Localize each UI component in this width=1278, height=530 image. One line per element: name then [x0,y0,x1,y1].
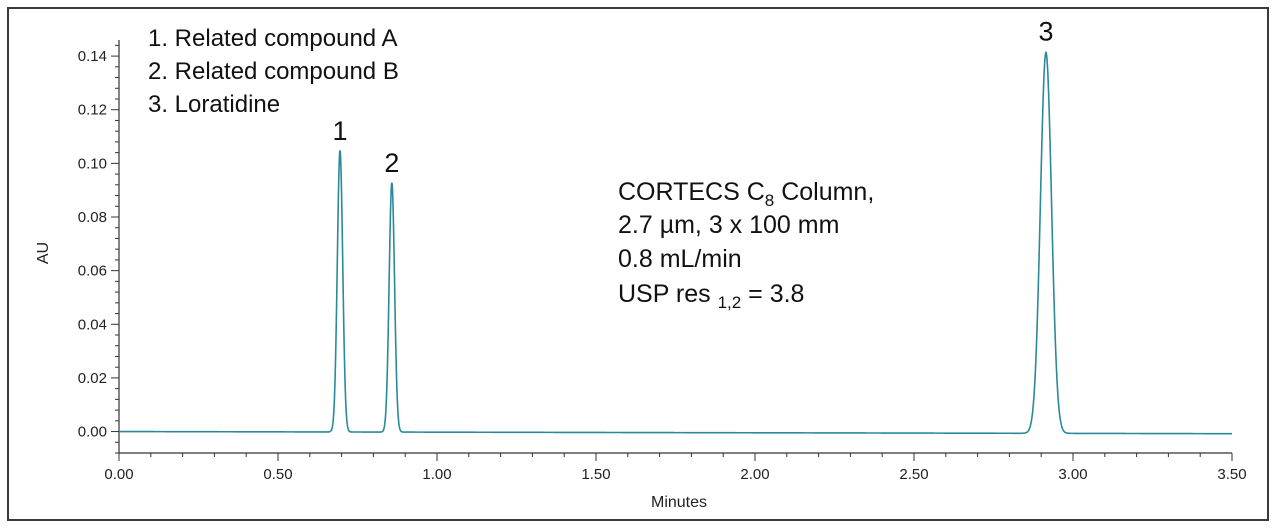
y-axis-title: AU [35,242,52,264]
y-tick-label: 0.00 [78,424,107,441]
x-tick-label: 1.50 [581,466,610,483]
y-tick-label: 0.06 [78,263,107,280]
column-info: CORTECS C8 Column, 2.7 µm, 3 x 100 mm 0.… [618,178,874,312]
info-line-column: CORTECS C8 Column, [618,178,874,210]
legend-item-2: 2. Related compound B [148,58,399,85]
peak-label-1: 1 [332,116,347,146]
x-tick-label: 2.00 [740,466,769,483]
chart-frame [7,7,1269,521]
peak-label-3: 3 [1038,17,1053,47]
ticks [111,44,1233,461]
axes [118,40,1232,454]
y-tick-label: 0.14 [78,48,107,65]
x-tick-label: 3.00 [1058,466,1087,483]
x-tick-label: 2.50 [899,466,928,483]
info-line-flow-rate: 0.8 mL/min [618,245,742,273]
chromatogram-trace [119,50,1232,435]
tick-labels: 0.00 0.02 0.04 0.06 0.08 0.10 0.12 0.14 0.00 0.50… [78,48,1247,483]
x-tick-label: 0.00 [104,466,133,483]
legend-item-1: 1. Related compound A [148,25,398,52]
peak-label-2: 2 [384,148,399,178]
y-tick-label: 0.12 [78,102,107,119]
legend: 1. Related compound A 2. Related compoun… [148,25,399,118]
legend-item-3: 3. Loratidine [148,91,280,118]
y-tick-label: 0.04 [78,316,107,333]
peak-labels: 1 2 3 [332,17,1053,178]
y-tick-label: 0.10 [78,155,107,172]
y-tick-label: 0.02 [78,370,107,387]
x-tick-label: 0.50 [263,466,292,483]
y-tick-label: 0.08 [78,209,107,226]
x-tick-label: 3.50 [1217,466,1246,483]
info-line-resolution: USP res 1,2 = 3.8 [618,280,804,312]
info-line-dimensions: 2.7 µm, 3 x 100 mm [618,211,839,239]
x-axis-title: Minutes [651,494,707,511]
x-tick-label: 1.00 [422,466,451,483]
